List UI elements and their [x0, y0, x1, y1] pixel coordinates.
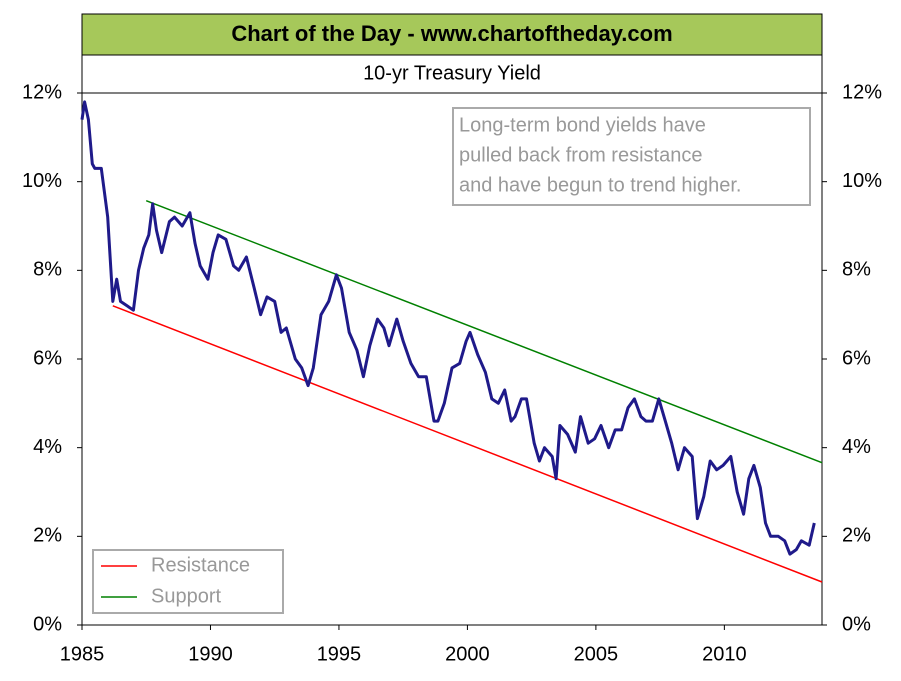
x-tick-label: 2000 — [445, 643, 490, 665]
x-tick-label: 2010 — [702, 643, 747, 665]
y2-tick-label: 4% — [842, 436, 871, 458]
x-tick-label: 1995 — [317, 643, 362, 665]
annotation: Long-term bond yields have — [459, 114, 706, 136]
annotation: and have begun to trend higher. — [459, 174, 741, 196]
legend-box — [92, 549, 284, 614]
trend-line — [145, 200, 823, 464]
y2-tick-label: 12% — [842, 81, 882, 103]
y2-tick-label: 10% — [842, 170, 882, 192]
y-tick-label: 8% — [33, 259, 62, 281]
chart-title: Chart of the Day - www.chartoftheday.com — [231, 21, 672, 46]
annotation: pulled back from resistance — [459, 144, 702, 166]
x-tick-label: 1990 — [188, 643, 233, 665]
y-tick-label: 2% — [33, 525, 62, 547]
annotation-box — [452, 107, 811, 206]
y2-tick-label: 0% — [842, 613, 871, 635]
x-tick-label: 2005 — [574, 643, 619, 665]
y2-tick-label: 6% — [842, 347, 871, 369]
y-tick-label: 0% — [33, 613, 62, 635]
y2-tick-label: 2% — [842, 525, 871, 547]
y-tick-label: 6% — [33, 347, 62, 369]
chart-subtitle: 10-yr Treasury Yield — [363, 62, 541, 84]
x-tick-label: 1985 — [60, 643, 105, 665]
subtitle-box — [81, 54, 823, 94]
y-tick-label: 10% — [22, 170, 62, 192]
yield-line — [80, 100, 816, 556]
legend-label: Resistance — [151, 554, 250, 576]
legend-label: Support — [151, 585, 221, 607]
y-tick-label: 12% — [22, 81, 62, 103]
y2-tick-label: 8% — [842, 259, 871, 281]
trend-line — [112, 305, 823, 583]
title-box — [81, 13, 823, 56]
y-tick-label: 4% — [33, 436, 62, 458]
